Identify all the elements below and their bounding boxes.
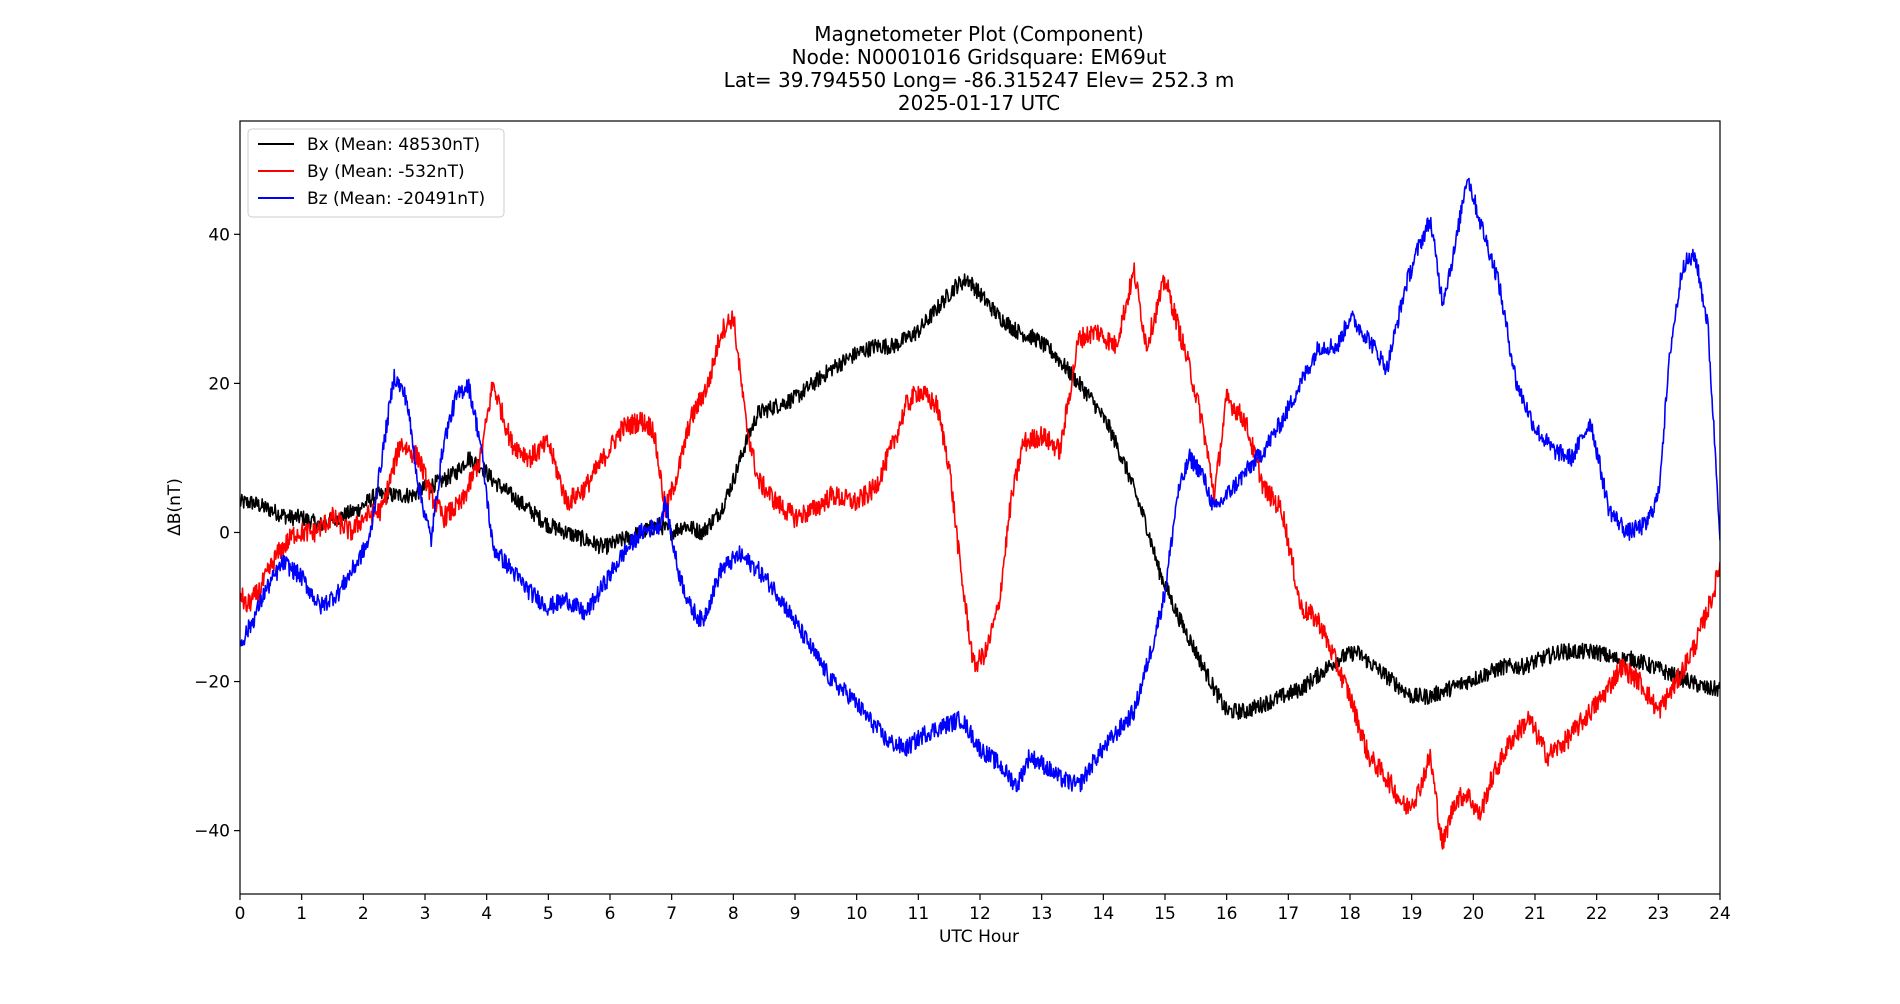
y-tick-label: 40	[208, 225, 230, 245]
chart-title: Magnetometer Plot (Component) Node: N000…	[724, 22, 1235, 115]
x-tick-label: 1	[296, 904, 307, 924]
x-tick-label: 20	[1463, 904, 1485, 924]
x-tick-label: 14	[1093, 904, 1115, 924]
y-tick-label: −40	[194, 822, 230, 842]
x-tick-label: 5	[543, 904, 554, 924]
x-axis: 0 1 2 3 4 5 6 7 8 9 10 11 12 13 14 15 16 17 18 19 20 21 22 23 24	[235, 894, 1731, 924]
x-tick-label: 12	[969, 904, 991, 924]
x-tick-label: 8	[728, 904, 739, 924]
x-tick-label: 23	[1648, 904, 1670, 924]
x-axis-label: UTC Hour	[939, 927, 1019, 947]
x-tick-label: 24	[1709, 904, 1731, 924]
series-line-2	[240, 262, 1720, 850]
title-line-2: Node: N0001016 Gridsquare: EM69ut	[792, 45, 1167, 69]
x-tick-label: 2	[358, 904, 369, 924]
x-tick-label: 19	[1401, 904, 1423, 924]
x-tick-label: 16	[1216, 904, 1238, 924]
x-tick-label: 9	[790, 904, 801, 924]
title-line-3: Lat= 39.794550 Long= -86.315247 Elev= 25…	[724, 68, 1235, 92]
x-tick-label: 0	[235, 904, 246, 924]
x-tick-label: 13	[1031, 904, 1053, 924]
x-tick-label: 4	[481, 904, 492, 924]
y-tick-label: 0	[219, 523, 230, 543]
x-tick-label: 17	[1278, 904, 1300, 924]
x-tick-label: 10	[846, 904, 868, 924]
y-axis: −40 −20 0 20 40	[194, 225, 240, 842]
legend-label: By (Mean: -532nT)	[307, 162, 465, 182]
legend-label: Bz (Mean: -20491nT)	[307, 189, 485, 209]
y-axis-label: ΔB(nT)	[165, 478, 185, 536]
x-tick-label: 18	[1339, 904, 1361, 924]
legend-label: Bx (Mean: 48530nT)	[307, 135, 480, 155]
x-tick-label: 3	[420, 904, 431, 924]
x-tick-label: 11	[908, 904, 930, 924]
plot-lines	[240, 177, 1720, 850]
legend-box	[247, 128, 505, 218]
title-line-1: Magnetometer Plot (Component)	[814, 22, 1144, 46]
x-tick-label: 7	[666, 904, 677, 924]
legend: Bx (Mean: 48530nT) By (Mean: -532nT) Bz (M…	[247, 128, 505, 218]
y-tick-label: −20	[194, 673, 230, 693]
y-tick-label: 20	[208, 374, 230, 394]
series-line-3	[240, 177, 1720, 793]
x-tick-label: 15	[1154, 904, 1176, 924]
x-tick-label: 21	[1524, 904, 1546, 924]
title-line-4: 2025-01-17 UTC	[898, 91, 1060, 115]
series-line-1	[240, 273, 1720, 721]
x-tick-label: 22	[1586, 904, 1608, 924]
x-tick-label: 6	[605, 904, 616, 924]
